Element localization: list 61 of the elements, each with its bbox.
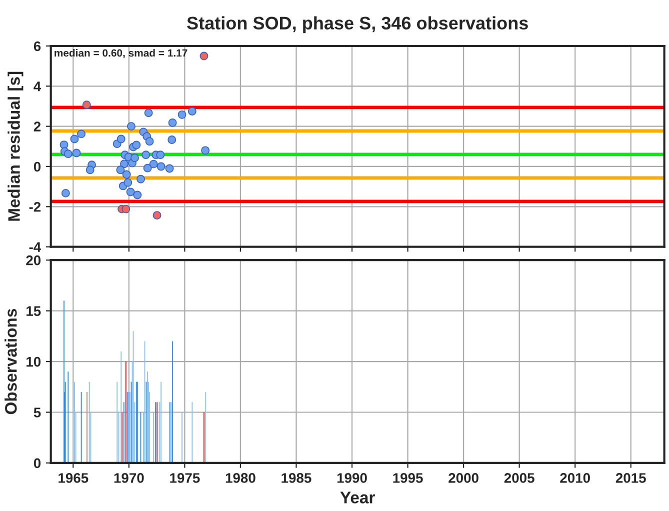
y-axis-title: Median residual [s] — [8, 72, 24, 221]
x-tick-label: 1990 — [337, 473, 367, 483]
x-tick-label: 2005 — [504, 473, 534, 483]
point — [122, 204, 130, 214]
point — [156, 162, 166, 171]
y-tick-label: 15 — [26, 306, 41, 316]
x-axis-title: Year — [340, 492, 375, 504]
point — [165, 164, 174, 173]
point — [133, 190, 142, 200]
point — [168, 118, 177, 127]
point — [70, 134, 79, 144]
y-tick-label: -4 — [29, 242, 42, 252]
point — [132, 140, 141, 150]
y-tick-label: -2 — [29, 202, 41, 212]
y-tick-label: 6 — [34, 41, 41, 52]
point — [72, 148, 81, 158]
point — [116, 166, 125, 174]
chart-title: Station SOD, phase S, 346 observations — [187, 16, 528, 34]
point — [143, 164, 152, 172]
point — [200, 52, 208, 60]
point — [116, 134, 126, 144]
point — [82, 100, 91, 110]
point — [122, 170, 131, 179]
x-tick-label: 1975 — [170, 473, 200, 483]
point — [149, 160, 158, 168]
x-tick-label: 1965 — [58, 473, 88, 483]
point — [86, 166, 94, 174]
point — [127, 122, 136, 131]
point — [145, 137, 154, 146]
point — [61, 188, 70, 198]
y-tick-label: 5 — [34, 408, 41, 418]
x-tick-label: 1970 — [114, 473, 144, 483]
x-tick-label: 2015 — [616, 473, 646, 483]
point — [156, 150, 165, 160]
point — [77, 130, 86, 138]
x-tick-label: 1985 — [282, 473, 312, 483]
y-tick-label: 0 — [34, 458, 41, 468]
annotation: median = 0.60, smad = 1.17 — [54, 49, 188, 58]
point — [168, 136, 176, 144]
point — [64, 150, 72, 158]
x-tick-label: 1995 — [393, 473, 423, 483]
point — [120, 160, 128, 168]
y-tick-label: 4 — [34, 82, 42, 92]
x-tick-label: 2010 — [560, 473, 590, 483]
x-tick-label: 1980 — [226, 473, 256, 483]
y-tick-label: 20 — [26, 255, 41, 266]
point — [201, 146, 210, 155]
point — [144, 108, 153, 118]
point — [178, 110, 186, 119]
point — [124, 178, 132, 187]
point — [188, 107, 196, 116]
point — [126, 188, 135, 196]
point — [136, 174, 145, 184]
x-tick-label: 2000 — [448, 473, 478, 483]
y-tick-label: 2 — [34, 122, 41, 132]
y-axis-title: Observations — [4, 308, 17, 414]
point — [130, 154, 139, 162]
point — [152, 211, 162, 220]
y-tick-label: 0 — [34, 162, 41, 172]
point — [142, 150, 150, 160]
y-tick-label: 10 — [26, 356, 41, 367]
